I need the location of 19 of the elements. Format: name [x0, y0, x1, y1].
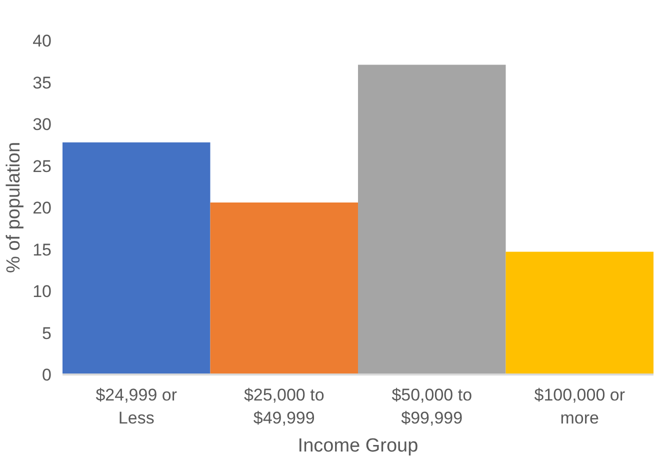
y-tick-label: 0	[42, 366, 52, 384]
y-tick-label: 40	[32, 32, 52, 50]
y-tick-label: 5	[42, 324, 52, 343]
x-tick-label: $24,999 or Less	[96, 386, 178, 428]
x-tick-label: $50,000 to $99,999	[392, 386, 472, 428]
bar	[506, 252, 654, 374]
x-tick-label: $25,000 to $49,999	[244, 386, 324, 428]
bar	[62, 142, 210, 374]
y-tick-label: 10	[32, 282, 52, 301]
y-tick-label: 35	[32, 73, 52, 92]
y-axis-title: % of population	[4, 142, 25, 273]
y-tick-label: 20	[32, 198, 52, 218]
y-tick-label: 25	[32, 156, 52, 176]
bar	[358, 64, 506, 374]
y-tick-label: 15	[32, 240, 52, 260]
x-tick-label: $100,000 or more	[534, 386, 626, 428]
x-axis-title: Income Group	[298, 435, 418, 456]
bar	[210, 202, 358, 374]
y-tick-label: 30	[32, 115, 52, 134]
